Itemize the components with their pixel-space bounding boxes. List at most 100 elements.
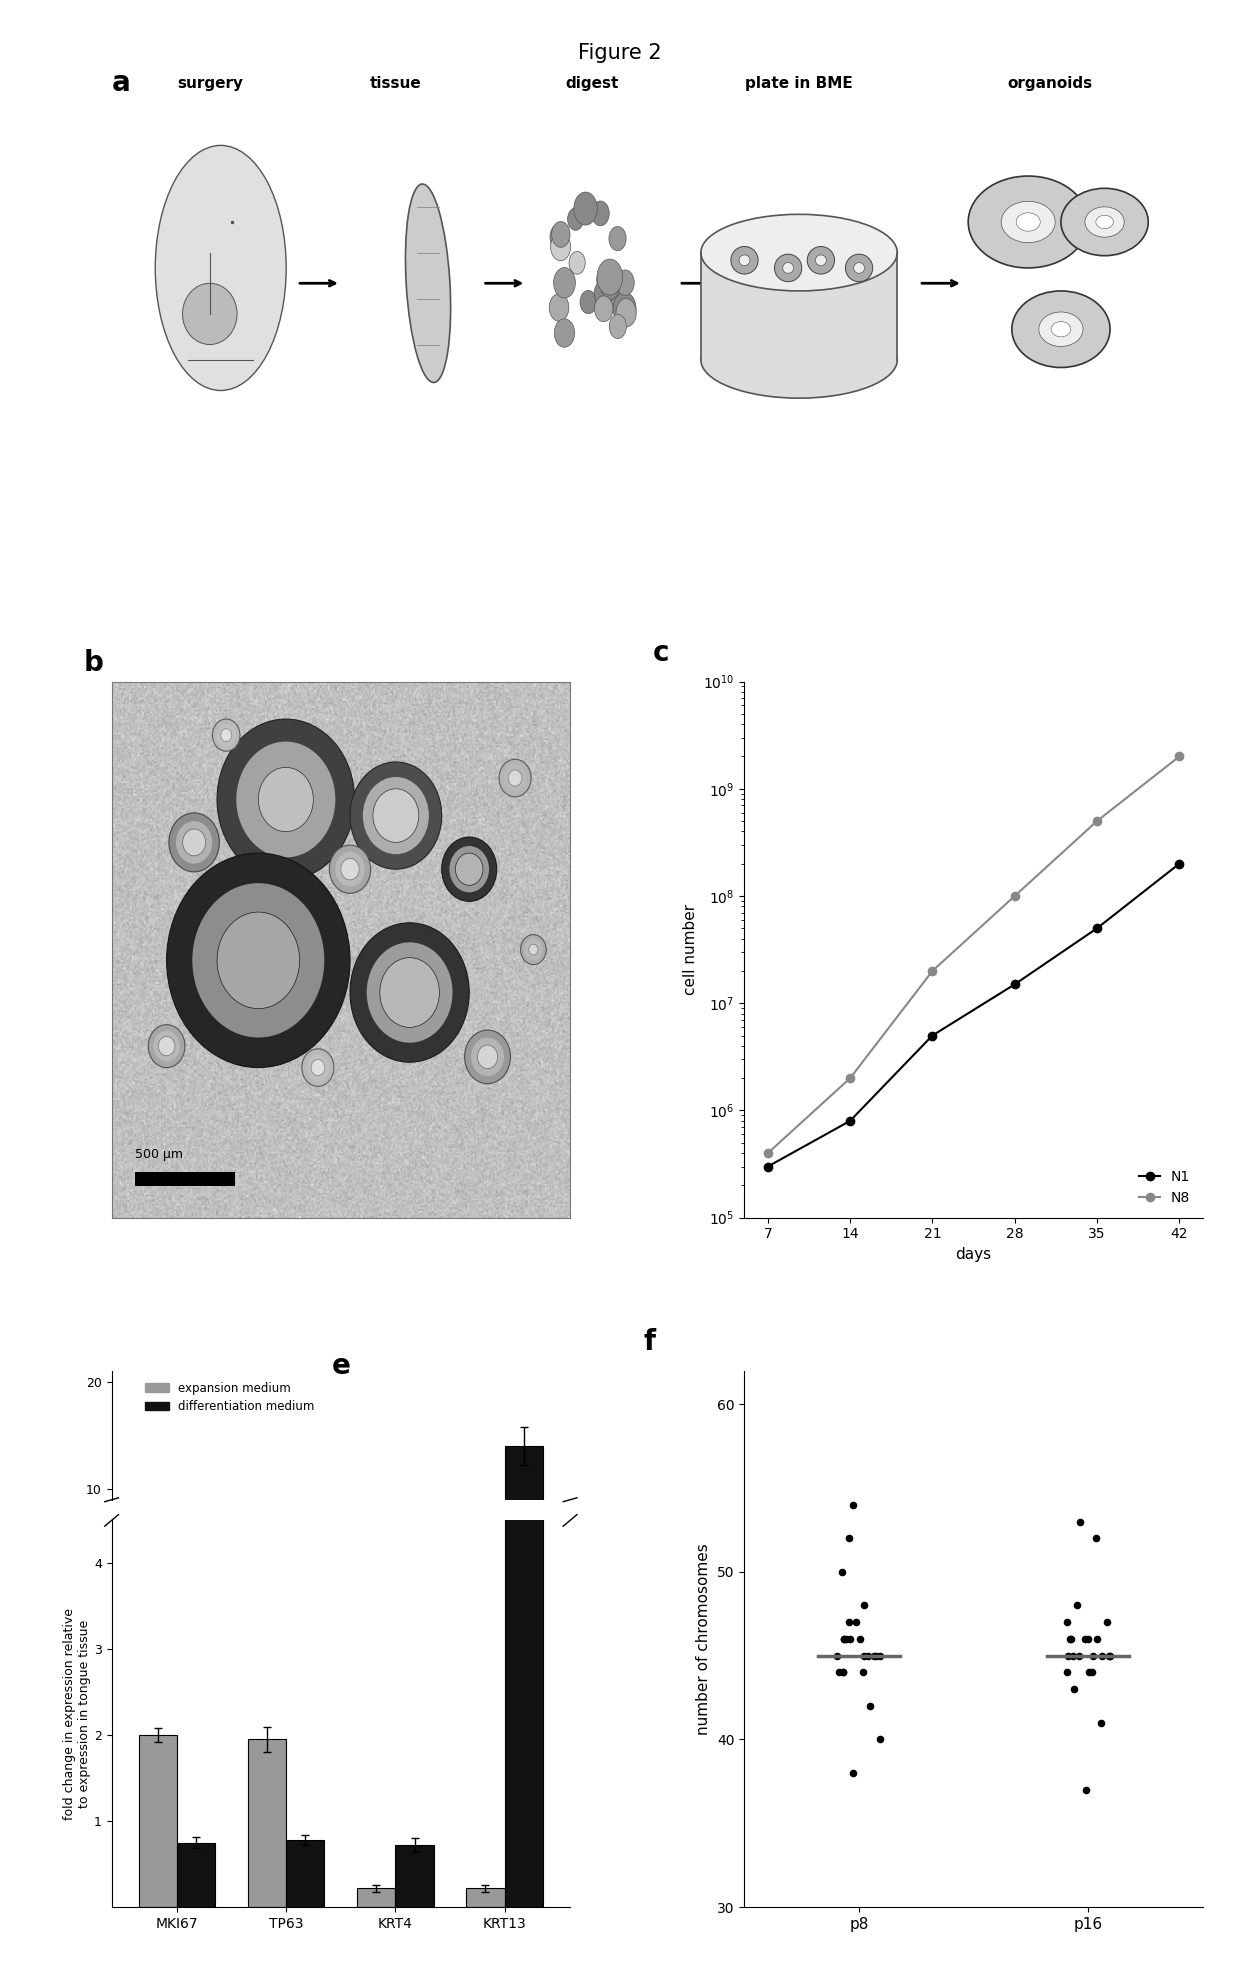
- Circle shape: [237, 741, 335, 857]
- Point: [1083, 1657, 1102, 1689]
- Point: [1097, 1606, 1117, 1638]
- Circle shape: [217, 912, 300, 1009]
- Point: [1063, 1640, 1083, 1671]
- Circle shape: [551, 224, 569, 250]
- Legend: N1, N8: N1, N8: [1133, 1164, 1195, 1211]
- Text: surgery: surgery: [177, 77, 243, 92]
- Circle shape: [258, 767, 314, 832]
- Bar: [286, 1840, 325, 1907]
- Point: [1058, 1657, 1078, 1689]
- Legend: expansion medium, differentiation medium: expansion medium, differentiation medium: [140, 1376, 320, 1417]
- Text: e: e: [331, 1351, 350, 1380]
- Text: plate in BME: plate in BME: [745, 77, 853, 92]
- Text: digest: digest: [565, 77, 619, 92]
- Point: [859, 1691, 879, 1722]
- Bar: [248, 1740, 286, 1907]
- Point: [870, 1640, 890, 1671]
- Point: [854, 1590, 874, 1622]
- Ellipse shape: [1017, 212, 1040, 232]
- Bar: [396, 1846, 434, 1907]
- Circle shape: [335, 851, 365, 887]
- Circle shape: [192, 883, 325, 1038]
- Point: [869, 1724, 889, 1756]
- Circle shape: [341, 859, 360, 881]
- Y-axis label: fold change in expression relative
to expression in tongue tissue: fold change in expression relative to ex…: [63, 1608, 92, 1821]
- Circle shape: [616, 269, 634, 295]
- Circle shape: [528, 944, 538, 955]
- Point: [853, 1657, 873, 1689]
- Bar: [466, 1594, 505, 1596]
- Circle shape: [379, 957, 439, 1028]
- Ellipse shape: [1001, 201, 1055, 242]
- Circle shape: [154, 1030, 180, 1062]
- Point: [833, 1657, 853, 1689]
- Ellipse shape: [701, 214, 898, 291]
- Circle shape: [611, 287, 629, 313]
- Point: [828, 1657, 848, 1689]
- Circle shape: [498, 759, 531, 796]
- Text: b: b: [84, 649, 104, 678]
- Point: [858, 1640, 878, 1671]
- Circle shape: [182, 830, 206, 855]
- Ellipse shape: [1052, 322, 1071, 336]
- Ellipse shape: [182, 283, 237, 344]
- Circle shape: [159, 1036, 175, 1056]
- Point: [832, 1557, 852, 1589]
- Text: c: c: [652, 639, 670, 666]
- Bar: [505, 704, 543, 1907]
- Point: [839, 1606, 859, 1638]
- Circle shape: [166, 853, 350, 1068]
- Circle shape: [449, 845, 489, 893]
- Circle shape: [455, 853, 482, 885]
- Bar: [357, 1887, 396, 1907]
- Bar: [248, 1575, 286, 1596]
- Point: [843, 1758, 863, 1789]
- Ellipse shape: [405, 185, 450, 383]
- Point: [1061, 1624, 1081, 1655]
- Ellipse shape: [1096, 214, 1114, 228]
- Text: Figure 2: Figure 2: [578, 43, 662, 63]
- Point: [1069, 1640, 1089, 1671]
- Circle shape: [552, 222, 570, 248]
- Circle shape: [596, 269, 613, 291]
- Circle shape: [306, 1054, 330, 1081]
- Circle shape: [216, 723, 236, 747]
- Point: [1075, 1624, 1095, 1655]
- Ellipse shape: [1012, 291, 1110, 368]
- Bar: [505, 1447, 543, 1596]
- Ellipse shape: [1085, 206, 1125, 238]
- Point: [1092, 1640, 1112, 1671]
- Circle shape: [350, 922, 469, 1062]
- Bar: [701, 254, 898, 360]
- Point: [1058, 1640, 1078, 1671]
- Circle shape: [525, 940, 543, 961]
- Circle shape: [367, 942, 453, 1042]
- Circle shape: [601, 273, 620, 299]
- Circle shape: [465, 1030, 511, 1083]
- Point: [1060, 1624, 1080, 1655]
- Point: [827, 1640, 847, 1671]
- Circle shape: [616, 299, 636, 326]
- Point: [1064, 1673, 1084, 1705]
- Point: [836, 1624, 856, 1655]
- X-axis label: days: days: [956, 1246, 992, 1262]
- Circle shape: [330, 845, 371, 893]
- Point: [1086, 1624, 1106, 1655]
- Y-axis label: number of chromosomes: number of chromosomes: [697, 1543, 712, 1734]
- Circle shape: [212, 720, 241, 751]
- Point: [853, 1640, 873, 1671]
- Circle shape: [549, 293, 569, 320]
- Circle shape: [441, 838, 497, 900]
- Circle shape: [221, 729, 232, 741]
- Point: [835, 1624, 854, 1655]
- Circle shape: [363, 777, 429, 853]
- Text: f: f: [644, 1327, 656, 1357]
- Ellipse shape: [1061, 189, 1148, 256]
- Point: [1084, 1640, 1104, 1671]
- Circle shape: [477, 1046, 497, 1070]
- Bar: [134, 1172, 236, 1185]
- Point: [866, 1640, 885, 1671]
- Bar: [286, 1589, 325, 1596]
- Bar: [139, 1736, 177, 1907]
- Point: [1079, 1657, 1099, 1689]
